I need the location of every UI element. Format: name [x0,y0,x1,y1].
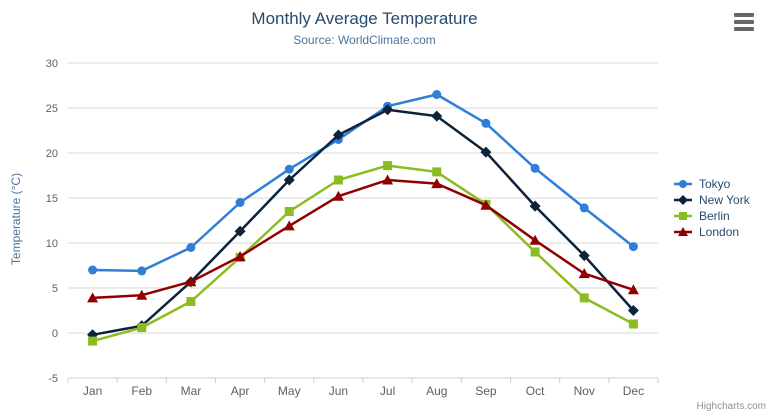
data-point-new-york[interactable] [283,174,295,186]
data-point-berlin[interactable] [579,293,589,303]
data-point-london[interactable] [529,234,541,245]
y-axis-tick-label: 0 [52,328,58,340]
data-point-tokyo[interactable] [284,164,294,174]
data-point-new-york[interactable] [431,110,443,122]
y-axis-tick-label: 30 [46,58,58,70]
data-point-london[interactable] [578,268,590,279]
data-point-tokyo[interactable] [530,163,540,173]
data-point-berlin[interactable] [432,167,442,177]
legend-item-new-york[interactable]: New York [674,192,750,208]
data-point-new-york[interactable] [332,129,344,141]
x-axis-tick-label: Jun [329,384,348,398]
data-point-london[interactable] [234,251,246,261]
data-point-london[interactable] [283,220,295,231]
legend-marker-london[interactable] [678,227,688,236]
data-point-tokyo[interactable] [137,266,147,276]
series-tokyo [88,90,638,276]
credits-link[interactable]: Highcharts.com [696,401,766,412]
export-menu-button[interactable] [732,11,756,33]
legend-item-berlin[interactable]: Berlin [674,208,750,224]
legend-marker-tokyo[interactable] [679,180,687,188]
legend-label: New York [699,193,750,207]
x-axis-tick-label: Oct [526,384,545,398]
data-point-tokyo[interactable] [579,203,589,213]
series-line-berlin[interactable] [91,164,635,343]
hamburger-icon [734,13,754,31]
data-point-new-york[interactable] [578,250,590,262]
legend-label: Tokyo [699,177,731,191]
square-marker-icon [674,212,692,220]
series-london [87,174,639,303]
data-point-new-york[interactable] [234,225,246,237]
x-axis-tick-label: Jul [380,384,395,398]
data-point-berlin[interactable] [628,319,638,329]
x-axis-tick-label: May [278,384,301,398]
legend-label: Berlin [699,209,730,223]
diamond-marker-icon [674,195,692,205]
data-point-tokyo[interactable] [628,242,638,252]
data-point-london[interactable] [185,276,197,287]
series-line-tokyo[interactable] [91,93,635,273]
data-point-london[interactable] [87,292,99,303]
data-point-new-york[interactable] [480,146,492,158]
x-axis-tick-label: Feb [131,384,152,398]
data-point-tokyo[interactable] [186,243,196,252]
series-line-new-york[interactable] [91,108,635,337]
data-point-london[interactable] [382,174,394,185]
chart-title: Monthly Average Temperature [251,9,478,28]
data-point-london[interactable] [332,190,344,201]
series-new-york [87,104,639,341]
legend: Tokyo New York Berlin London [674,176,750,240]
circle-marker-icon [674,180,692,188]
x-axis-tick-label: Mar [181,384,202,398]
data-point-new-york[interactable] [529,200,541,212]
legend-item-london[interactable]: London [674,224,750,240]
data-point-berlin[interactable] [530,247,540,257]
data-point-berlin[interactable] [88,336,98,346]
y-axis-tick-label: 10 [46,238,58,250]
series-line-london[interactable] [91,178,635,300]
data-point-berlin[interactable] [284,207,294,216]
y-axis-tick-label: -5 [48,373,58,385]
data-point-london[interactable] [136,289,148,300]
x-axis-tick-label: Aug [426,384,447,398]
x-axis-tick-label: Jan [83,384,102,398]
data-point-berlin[interactable] [383,161,393,171]
data-point-london[interactable] [627,284,639,295]
data-point-berlin[interactable] [137,323,147,333]
data-point-new-york[interactable] [382,104,394,116]
x-axis-tick-label: Nov [574,384,595,398]
data-point-tokyo[interactable] [235,198,245,207]
triangle-marker-icon [674,227,692,236]
y-axis-tick-label: 5 [52,283,58,295]
legend-item-tokyo[interactable]: Tokyo [674,176,750,192]
data-point-tokyo[interactable] [432,90,442,99]
legend-marker-berlin[interactable] [679,212,687,220]
legend-label: London [699,225,740,239]
data-point-berlin[interactable] [333,175,343,185]
data-point-new-york[interactable] [627,305,639,316]
legend-marker-new-york[interactable] [678,195,688,205]
data-point-london[interactable] [431,178,443,189]
x-axis-tick-label: Apr [231,384,250,398]
chart-subtitle: Source: WorldClimate.com [293,33,436,47]
data-point-tokyo[interactable] [481,118,491,128]
data-point-london[interactable] [480,199,492,210]
y-axis-tick-label: 15 [46,193,58,205]
data-point-tokyo[interactable] [88,265,98,275]
x-axis-tick-label: Sep [475,384,497,398]
x-axis-tick-label: Dec [623,384,644,398]
y-axis-tick-label: 25 [46,103,58,115]
data-point-berlin[interactable] [186,297,196,306]
y-axis-tick-label: 20 [46,148,58,160]
